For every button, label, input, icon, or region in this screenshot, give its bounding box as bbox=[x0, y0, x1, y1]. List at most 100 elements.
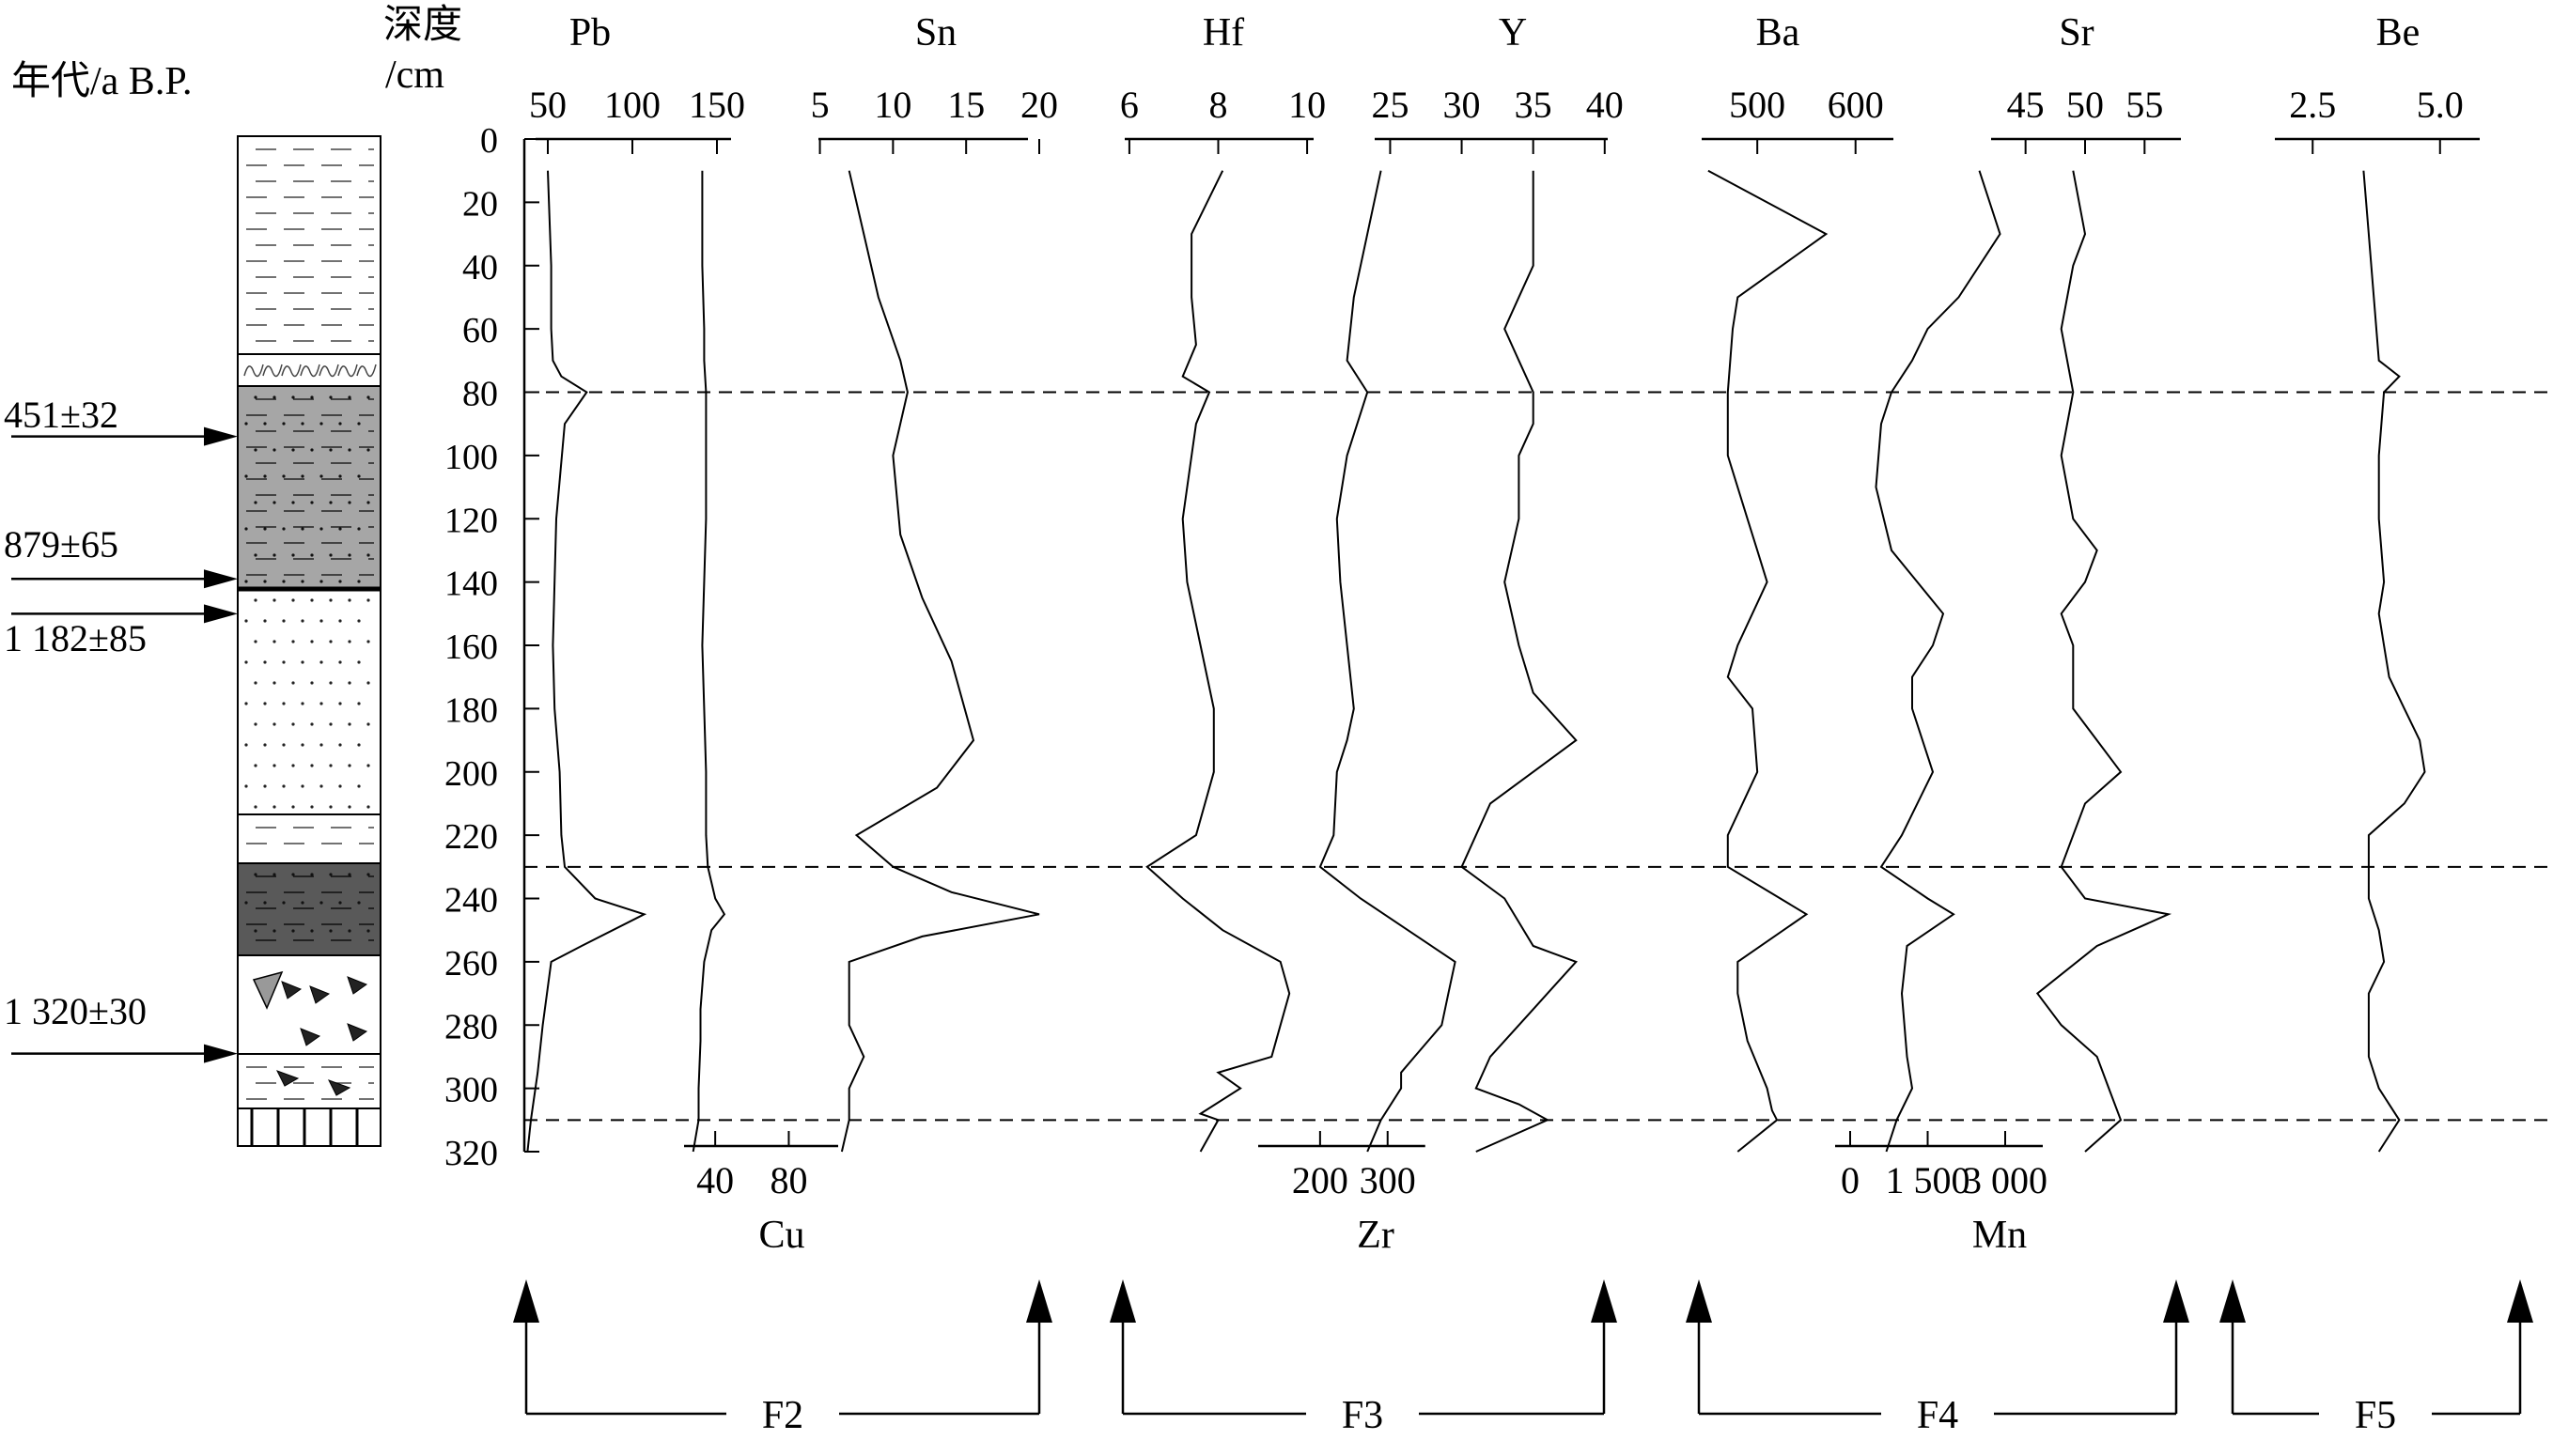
column-dot bbox=[319, 784, 323, 788]
column-dot bbox=[301, 422, 304, 426]
axis-tick-label: 40 bbox=[1586, 84, 1624, 126]
column-dot bbox=[244, 743, 248, 747]
column-dot bbox=[366, 640, 370, 643]
depth-tick-label: 240 bbox=[444, 881, 498, 921]
column-dot bbox=[254, 681, 257, 685]
axis-tick-label: 600 bbox=[1828, 84, 1884, 126]
column-dot bbox=[310, 395, 314, 399]
depth-axis-label-line1: 深度 bbox=[383, 4, 462, 47]
column-dot bbox=[348, 553, 351, 557]
column-dot bbox=[338, 580, 342, 583]
series-ba: 500 600 Ba bbox=[1702, 11, 1893, 1153]
column-dot bbox=[291, 722, 295, 726]
age-arrow-head bbox=[204, 426, 238, 446]
column-dot bbox=[263, 743, 267, 747]
depth-tick-label: 0 bbox=[480, 121, 498, 161]
column-dot bbox=[329, 448, 333, 452]
depth-tick-label: 320 bbox=[444, 1134, 498, 1173]
column-dot bbox=[301, 901, 304, 905]
series-line-hf bbox=[1145, 170, 1291, 1153]
column-dot bbox=[282, 580, 286, 583]
column-dot bbox=[366, 501, 370, 504]
column-dot bbox=[338, 702, 342, 705]
depth-tick-label: 280 bbox=[444, 1007, 498, 1046]
axis-tick-label: 50 bbox=[2066, 84, 2104, 126]
column-dot bbox=[310, 598, 314, 602]
column-dot bbox=[301, 743, 304, 747]
column-dot bbox=[310, 640, 314, 643]
zone-arrows: F2 F3 F4 F5 bbox=[513, 1279, 2533, 1437]
column-dot bbox=[310, 764, 314, 767]
column-gravel bbox=[337, 364, 358, 378]
column-dot bbox=[338, 901, 342, 905]
column-dot bbox=[282, 901, 286, 905]
column-dot bbox=[272, 681, 276, 685]
column-dot bbox=[348, 764, 351, 767]
column-dot bbox=[319, 743, 323, 747]
series-be: 2.5 5.0 Be bbox=[2275, 11, 2480, 1153]
column-dot bbox=[329, 598, 333, 602]
column-dot bbox=[272, 448, 276, 452]
column-dot bbox=[301, 474, 304, 478]
zone-bracket-f5: F5 bbox=[2219, 1279, 2533, 1437]
column-shell bbox=[347, 1023, 368, 1042]
axis-tick-label: 50 bbox=[529, 84, 567, 126]
column-dot bbox=[338, 422, 342, 426]
zone-bracket-f3: F3 bbox=[1110, 1279, 1617, 1437]
axis-tick-label: 8 bbox=[1209, 84, 1228, 126]
column-dot bbox=[348, 873, 351, 876]
column-dot bbox=[263, 422, 267, 426]
column-dot bbox=[310, 873, 314, 876]
axis-tick-label: 80 bbox=[770, 1159, 807, 1201]
series-name-sr: Sr bbox=[2059, 11, 2094, 54]
column-dot bbox=[244, 527, 248, 531]
column-dot bbox=[282, 660, 286, 664]
column-patterns bbox=[238, 148, 381, 1146]
series-name-cu: Cu bbox=[758, 1214, 804, 1257]
depth-tick-label: 160 bbox=[444, 627, 498, 667]
column-dot bbox=[254, 929, 257, 933]
column-dot bbox=[366, 929, 370, 933]
series-line-cu bbox=[692, 170, 726, 1153]
depth-tick-label: 200 bbox=[444, 754, 498, 794]
depth-axis: 0 20 40 60 80 100 120 140 160 180 200 220 240 260 280 3… bbox=[444, 121, 539, 1173]
column-shell bbox=[300, 1028, 321, 1046]
series-y: 25 30 35 40 Y bbox=[1371, 11, 1624, 1153]
series-name-sn: Sn bbox=[915, 11, 957, 54]
column-dot bbox=[272, 553, 276, 557]
zone-arrow-head bbox=[2163, 1279, 2189, 1323]
column-dot bbox=[291, 805, 295, 809]
column-dot bbox=[357, 580, 361, 583]
zone-label: F5 bbox=[2355, 1394, 2396, 1437]
column-dot bbox=[244, 580, 248, 583]
column-dot bbox=[357, 619, 361, 623]
depth-tick-label: 100 bbox=[444, 438, 498, 477]
axis-tick-label: 55 bbox=[2125, 84, 2163, 126]
column-dot bbox=[244, 619, 248, 623]
column-dot bbox=[291, 640, 295, 643]
axis-tick-label: 300 bbox=[1360, 1159, 1416, 1201]
zone-label: F4 bbox=[1917, 1394, 1958, 1437]
column-dot bbox=[263, 527, 267, 531]
column-dot bbox=[244, 784, 248, 788]
column-dot bbox=[310, 681, 314, 685]
column-gravel bbox=[356, 364, 377, 378]
column-dot bbox=[338, 474, 342, 478]
column-dot bbox=[310, 553, 314, 557]
series-line-sr bbox=[2035, 170, 2172, 1153]
column-dot bbox=[357, 660, 361, 664]
axis-tick-label: 40 bbox=[696, 1159, 734, 1201]
column-dot bbox=[291, 681, 295, 685]
column-dot bbox=[357, 474, 361, 478]
zone-arrow-head bbox=[2507, 1279, 2533, 1323]
column-dot bbox=[244, 422, 248, 426]
depth-tick-label: 60 bbox=[462, 311, 498, 350]
series-line-sn bbox=[840, 170, 1040, 1153]
column-gravel bbox=[319, 364, 339, 378]
column-dot bbox=[319, 527, 323, 531]
series-name-zr: Zr bbox=[1357, 1214, 1394, 1257]
column-dot bbox=[254, 640, 257, 643]
axis-tick-label: 10 bbox=[1288, 84, 1326, 126]
